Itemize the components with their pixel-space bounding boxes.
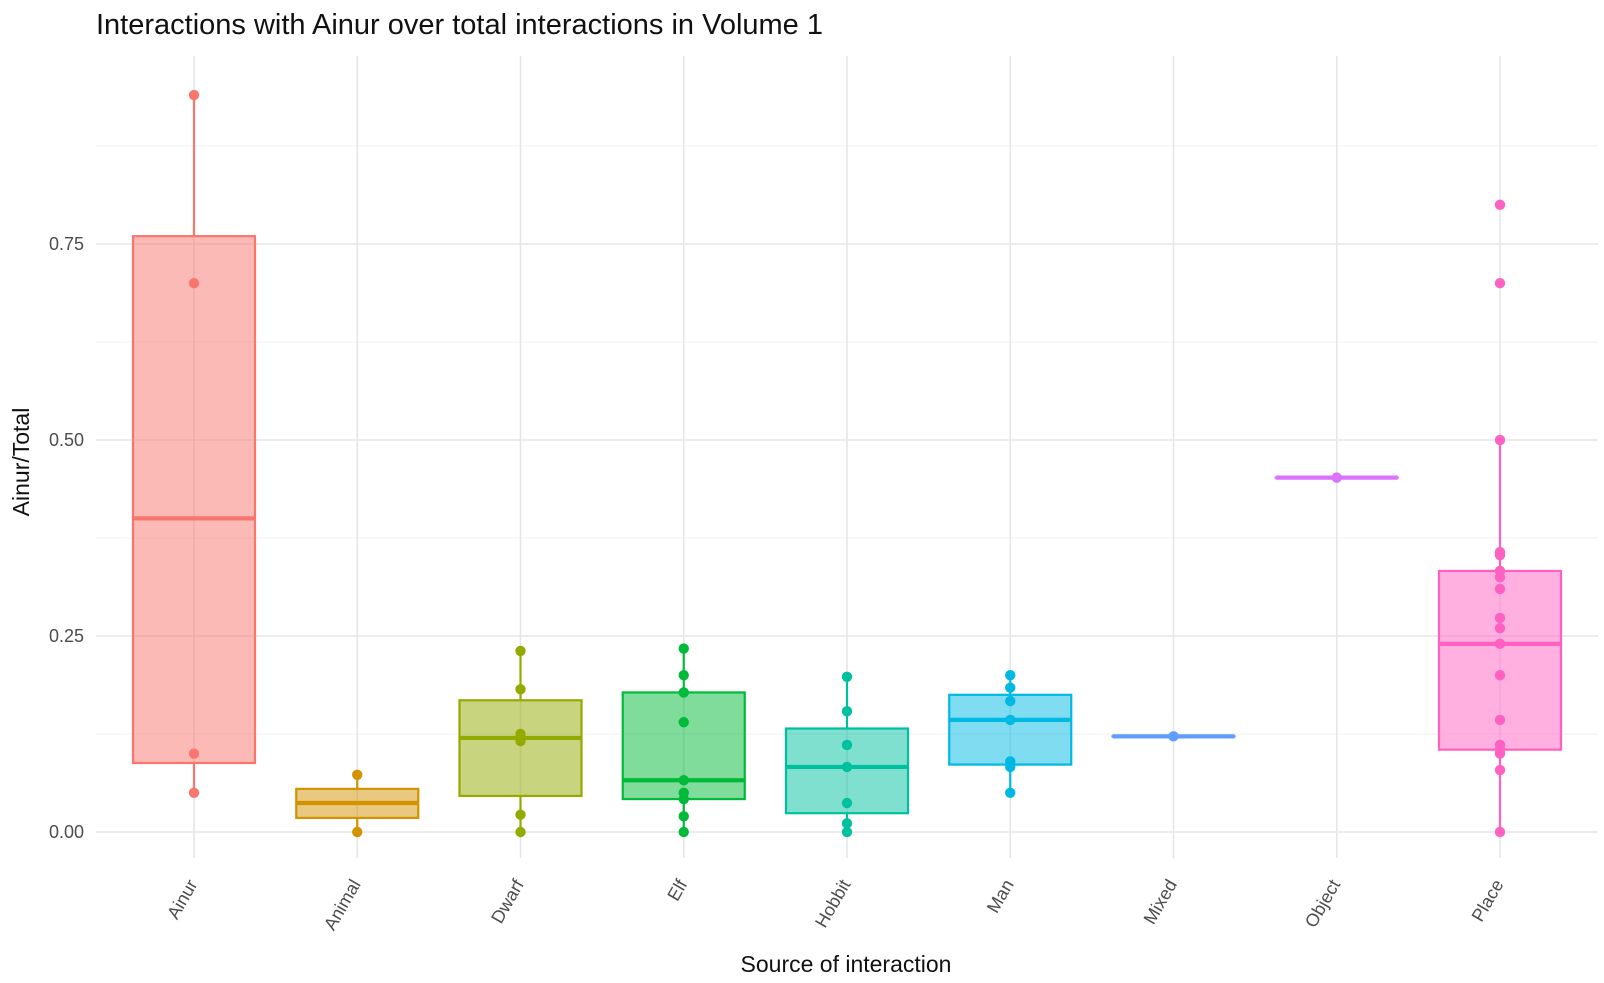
data-point <box>1005 714 1016 726</box>
box-group-hobbit <box>784 671 910 838</box>
x-axis-ticks: Ainur Animal Dwarf Elf Hobbit Man Mixed Object P… <box>163 875 1507 934</box>
x-axis-title: Source of interaction <box>741 951 952 977</box>
data-point <box>1005 787 1016 798</box>
data-point <box>188 748 200 759</box>
box-group-place <box>1437 199 1563 838</box>
y-tick-label: 0.25 <box>49 626 84 646</box>
y-tick-label: 0.00 <box>49 822 84 842</box>
data-point <box>841 797 853 809</box>
data-point <box>678 811 689 822</box>
data-point <box>515 735 526 747</box>
x-tick-label: Dwarf <box>487 875 528 927</box>
data-point <box>678 717 689 728</box>
data-point <box>1494 670 1506 681</box>
data-point <box>678 670 689 681</box>
data-point <box>188 278 200 289</box>
data-point <box>1494 764 1506 776</box>
y-axis-ticks: 0.00 0.25 0.50 0.75 <box>49 234 84 842</box>
data-point <box>1005 682 1016 693</box>
x-tick-label: Mixed <box>1140 876 1181 928</box>
box-group-animal <box>295 769 420 838</box>
x-tick-label: Object <box>1301 876 1344 931</box>
data-point <box>188 787 200 798</box>
data-point <box>1494 826 1506 838</box>
data-point <box>1168 731 1179 742</box>
data-point <box>841 739 853 751</box>
data-point <box>678 643 689 654</box>
box-group-mixed <box>1111 731 1236 742</box>
data-point <box>1494 714 1506 726</box>
data-point <box>352 826 363 838</box>
data-point <box>678 826 689 838</box>
data-point <box>1494 278 1506 289</box>
data-point <box>1494 583 1506 595</box>
data-point <box>188 89 200 101</box>
data-point <box>678 687 689 698</box>
x-tick-label: Animal <box>320 876 365 934</box>
data-point <box>678 775 689 786</box>
box <box>131 235 257 765</box>
data-point <box>841 826 853 838</box>
boxplots <box>131 89 1563 838</box>
data-point <box>515 645 526 657</box>
data-point <box>841 706 853 717</box>
data-point <box>678 793 689 805</box>
data-point <box>1005 761 1016 773</box>
chart-title: Interactions with Ainur over total inter… <box>96 9 823 41</box>
data-point <box>515 809 526 820</box>
data-point <box>1005 695 1016 707</box>
data-point <box>841 671 853 682</box>
y-axis-title: Ainur/Total <box>8 408 34 517</box>
y-tick-label: 0.75 <box>49 234 84 254</box>
data-point <box>841 818 853 829</box>
box-group-object <box>1274 472 1399 483</box>
data-point <box>1494 434 1506 446</box>
data-point <box>1005 670 1016 681</box>
y-tick-label: 0.50 <box>49 430 84 450</box>
box-group-elf <box>621 643 746 838</box>
box-group-dwarf <box>458 645 583 838</box>
data-point <box>1494 748 1506 759</box>
x-tick-label: Man <box>983 876 1018 916</box>
box <box>458 699 583 798</box>
data-point <box>1494 638 1506 650</box>
x-tick-label: Ainur <box>163 876 201 922</box>
data-point <box>1494 572 1506 583</box>
data-point <box>1494 199 1506 210</box>
data-point <box>1331 472 1342 483</box>
data-point <box>515 684 526 695</box>
x-tick-label: Hobbit <box>811 876 854 931</box>
box-group-man <box>948 670 1073 798</box>
box-group-ainur <box>131 89 257 798</box>
data-point <box>841 761 853 773</box>
data-point <box>352 769 363 780</box>
x-tick-label: Elf <box>663 875 691 904</box>
data-point <box>515 826 526 838</box>
data-point <box>1494 612 1506 624</box>
x-tick-label: Place <box>1468 876 1508 925</box>
data-point <box>1494 622 1506 634</box>
data-point <box>1494 550 1506 561</box>
